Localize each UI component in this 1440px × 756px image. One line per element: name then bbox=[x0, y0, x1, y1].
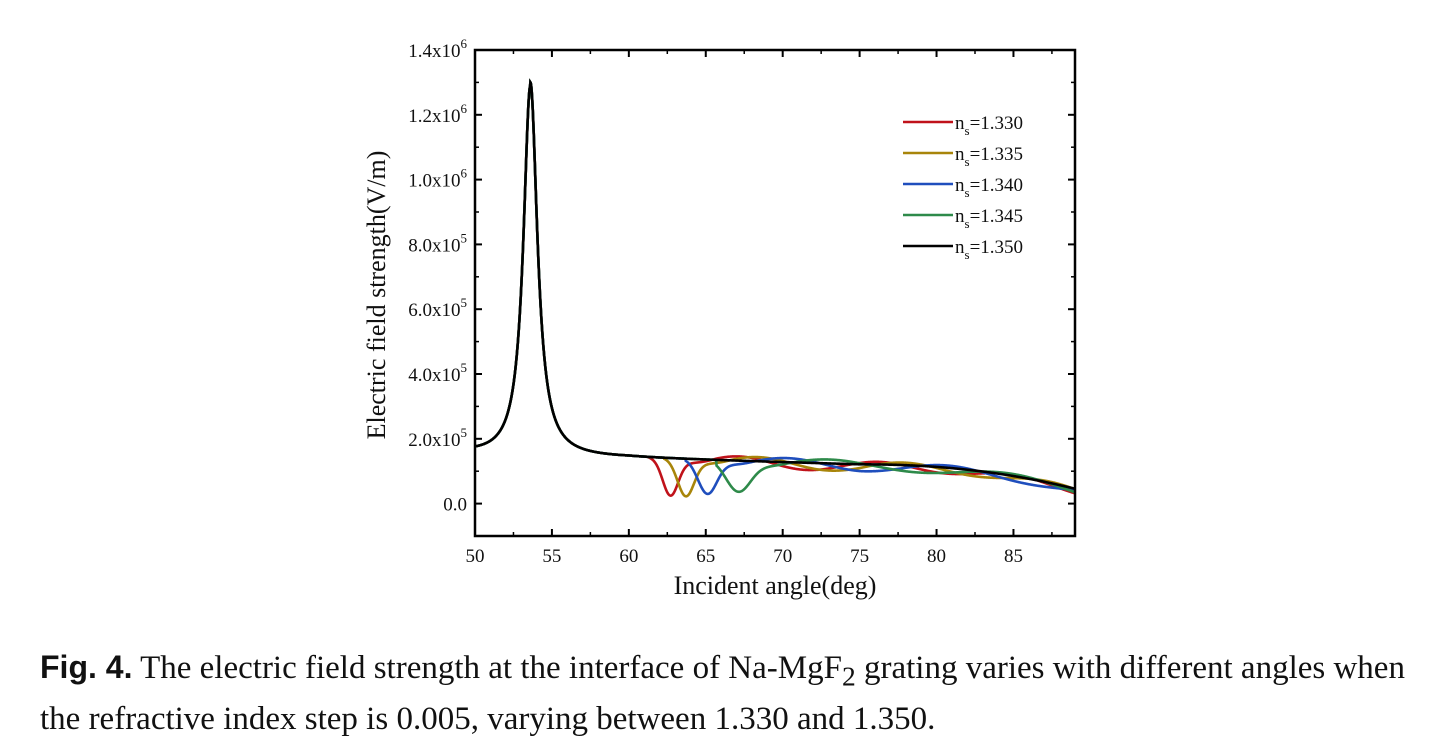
x-axis-title: Incident angle(deg) bbox=[674, 571, 877, 600]
y-tick-mantissa: 4.0x10 bbox=[408, 365, 460, 386]
x-tick-label: 50 bbox=[466, 546, 485, 567]
legend-label-value: =1.340 bbox=[970, 175, 1023, 196]
legend-label-base: n bbox=[955, 144, 965, 165]
legend-label: ns=1.340 bbox=[955, 175, 1023, 200]
y-tick-exponent: 5 bbox=[461, 230, 468, 245]
series-layer bbox=[475, 78, 1075, 498]
y-tick-mantissa: 8.0x10 bbox=[408, 235, 460, 256]
y-tick-mantissa: 1.4x10 bbox=[408, 41, 460, 62]
x-tick-label: 60 bbox=[619, 546, 638, 567]
y-tick-exponent: 5 bbox=[461, 360, 468, 375]
caption-text-1: The electric field strength at the inter… bbox=[132, 650, 842, 686]
chart-svg: 50 55 60 65 70 75 80 850.02.0x1054.0x1056.0x105… bbox=[362, 36, 1077, 600]
x-tick-label: 55 bbox=[542, 546, 561, 567]
legend-label-base: n bbox=[955, 113, 965, 134]
legend-label: ns=1.335 bbox=[955, 144, 1023, 169]
legend-label-base: n bbox=[955, 175, 965, 196]
y-tick-label: 8.0x105 bbox=[408, 230, 467, 256]
ticks-layer: 50 55 60 65 70 75 80 850.02.0x1054.0x1056.0x105… bbox=[408, 36, 1075, 567]
legend-label-sub: s bbox=[965, 154, 970, 169]
y-tick-label: 1.0x106 bbox=[408, 166, 467, 192]
legend-label-value: =1.335 bbox=[970, 144, 1023, 165]
y-tick-exponent: 6 bbox=[461, 166, 468, 181]
plot-frame bbox=[473, 48, 1077, 538]
legend-label: ns=1.330 bbox=[955, 113, 1023, 138]
y-tick-mantissa: 1.0x10 bbox=[408, 171, 460, 192]
x-tick-label: 80 bbox=[927, 546, 946, 567]
legend-label: ns=1.345 bbox=[955, 206, 1023, 231]
legend-label-value: =1.330 bbox=[970, 113, 1023, 134]
legend-label-sub: s bbox=[965, 247, 970, 262]
legend-label-sub: s bbox=[965, 216, 970, 231]
x-tick-label: 65 bbox=[696, 546, 715, 567]
y-tick-exponent: 6 bbox=[461, 36, 468, 51]
y-tick-mantissa: 1.2x10 bbox=[408, 106, 460, 127]
y-tick-mantissa: 6.0x10 bbox=[408, 300, 460, 321]
legend-label-value: =1.350 bbox=[970, 237, 1023, 258]
y-tick-mantissa: 2.0x10 bbox=[408, 430, 460, 451]
y-tick-mantissa: 0.0 bbox=[443, 495, 467, 516]
x-tick-label: 75 bbox=[850, 546, 869, 567]
y-tick-label: 1.4x106 bbox=[408, 36, 467, 62]
y-axis-title: Electric field strength(V/m) bbox=[362, 151, 391, 440]
legend-label-base: n bbox=[955, 206, 965, 227]
legend-label-sub: s bbox=[965, 185, 970, 200]
x-tick-label: 85 bbox=[1004, 546, 1023, 567]
caption-text-2: grating varies with different angles whe… bbox=[40, 650, 1405, 737]
y-tick-exponent: 5 bbox=[461, 295, 468, 310]
y-tick-label: 1.2x106 bbox=[408, 101, 467, 127]
caption-label: Fig. 4. bbox=[40, 649, 133, 685]
y-tick-label: 4.0x105 bbox=[408, 360, 467, 386]
legend-label-sub: s bbox=[965, 123, 970, 138]
y-tick-exponent: 6 bbox=[461, 101, 468, 116]
chart-figure: 50 55 60 65 70 75 80 85 0.0 2.0x105 4.0x105 6.0x105… bbox=[362, 36, 1077, 600]
legend-label-value: =1.345 bbox=[970, 206, 1023, 227]
figure-caption: Fig. 4. The electric field strength at t… bbox=[40, 646, 1430, 740]
legend-label: ns=1.350 bbox=[955, 237, 1023, 262]
y-tick-label: 2.0x105 bbox=[408, 425, 467, 451]
y-tick-exponent: 5 bbox=[461, 425, 468, 440]
y-tick-label: 6.0x105 bbox=[408, 295, 467, 321]
caption-subscript: 2 bbox=[841, 660, 856, 692]
series-line bbox=[475, 78, 1075, 491]
x-tick-label: 70 bbox=[773, 546, 792, 567]
y-tick-label: 0.0 bbox=[443, 495, 467, 516]
legend-label-base: n bbox=[955, 237, 965, 258]
